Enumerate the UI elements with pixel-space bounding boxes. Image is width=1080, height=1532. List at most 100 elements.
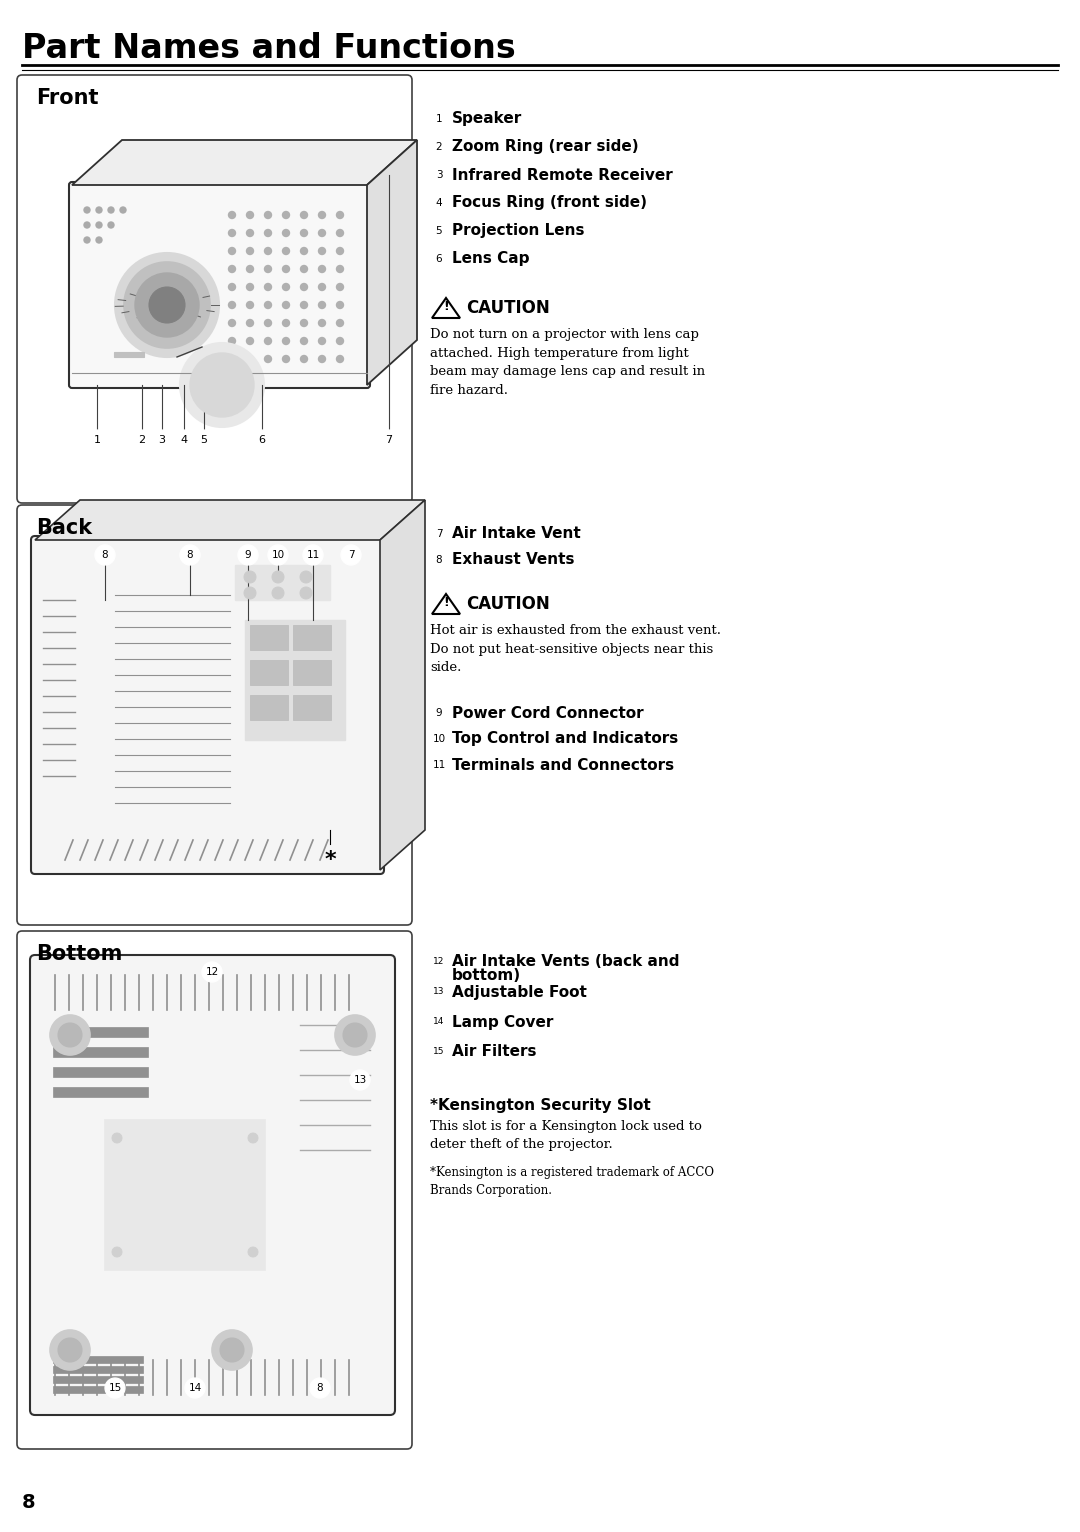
Circle shape: [431, 731, 447, 748]
Text: Back: Back: [36, 518, 92, 538]
Circle shape: [135, 273, 199, 337]
Text: 2: 2: [435, 142, 443, 152]
Bar: [53, 1356, 143, 1363]
Circle shape: [431, 552, 447, 568]
Text: Top Control and Indicators: Top Control and Indicators: [453, 731, 678, 746]
Circle shape: [300, 265, 308, 273]
Text: Power Cord Connector: Power Cord Connector: [453, 706, 644, 720]
Circle shape: [105, 1377, 125, 1399]
Text: 1: 1: [94, 435, 100, 444]
Circle shape: [50, 1330, 90, 1370]
Circle shape: [152, 430, 172, 450]
Bar: [249, 696, 288, 720]
Text: Part Names and Functions: Part Names and Functions: [22, 32, 516, 64]
Circle shape: [431, 138, 447, 156]
Circle shape: [84, 222, 90, 228]
Circle shape: [337, 355, 343, 363]
Text: Adjustable Foot: Adjustable Foot: [453, 985, 586, 999]
Circle shape: [114, 253, 219, 357]
Circle shape: [337, 337, 343, 345]
Text: 7: 7: [435, 529, 443, 539]
Circle shape: [244, 571, 256, 584]
Text: 9: 9: [435, 708, 443, 719]
Circle shape: [84, 237, 90, 244]
Bar: [293, 696, 330, 720]
Circle shape: [319, 230, 325, 236]
Polygon shape: [367, 139, 417, 385]
Circle shape: [96, 207, 102, 213]
Text: 11: 11: [432, 760, 446, 771]
Bar: [114, 352, 144, 357]
Circle shape: [431, 251, 447, 268]
Circle shape: [335, 1016, 375, 1056]
Bar: [53, 1026, 148, 1037]
Bar: [53, 1376, 143, 1383]
Circle shape: [303, 545, 323, 565]
Circle shape: [108, 207, 114, 213]
Circle shape: [96, 222, 102, 228]
Text: 8: 8: [102, 550, 108, 561]
Circle shape: [319, 302, 325, 308]
Bar: [235, 565, 330, 601]
Circle shape: [246, 320, 254, 326]
Circle shape: [246, 302, 254, 308]
Circle shape: [300, 355, 308, 363]
Circle shape: [112, 1134, 122, 1143]
Text: Focus Ring (front side): Focus Ring (front side): [453, 196, 647, 210]
Text: CAUTION: CAUTION: [465, 594, 550, 613]
Text: 10: 10: [271, 550, 284, 561]
Text: *Kensington is a registered trademark of ACCO
Brands Corporation.: *Kensington is a registered trademark of…: [430, 1166, 714, 1196]
FancyBboxPatch shape: [31, 536, 384, 873]
Circle shape: [246, 230, 254, 236]
FancyBboxPatch shape: [17, 931, 411, 1449]
Circle shape: [265, 248, 271, 254]
Circle shape: [229, 265, 235, 273]
Circle shape: [272, 587, 284, 599]
Text: Projection Lens: Projection Lens: [453, 224, 584, 239]
Circle shape: [229, 248, 235, 254]
Circle shape: [283, 211, 289, 219]
Circle shape: [229, 355, 235, 363]
Circle shape: [95, 545, 114, 565]
Circle shape: [319, 265, 325, 273]
Text: Lens Cap: Lens Cap: [453, 251, 529, 267]
Text: 13: 13: [353, 1075, 366, 1085]
Circle shape: [319, 320, 325, 326]
Text: Zoom Ring (rear side): Zoom Ring (rear side): [453, 139, 638, 155]
Circle shape: [84, 207, 90, 213]
Text: 12: 12: [205, 967, 218, 977]
Circle shape: [341, 545, 361, 565]
Circle shape: [431, 110, 447, 127]
Circle shape: [180, 343, 264, 427]
Text: 9: 9: [245, 550, 252, 561]
Circle shape: [300, 302, 308, 308]
Text: 8: 8: [316, 1383, 323, 1393]
Circle shape: [310, 1377, 330, 1399]
Circle shape: [337, 230, 343, 236]
Circle shape: [248, 1134, 258, 1143]
Text: 14: 14: [188, 1383, 202, 1393]
Circle shape: [337, 320, 343, 326]
Circle shape: [50, 1016, 90, 1056]
Circle shape: [229, 230, 235, 236]
Circle shape: [431, 953, 447, 970]
Circle shape: [283, 283, 289, 291]
Text: bottom): bottom): [453, 968, 522, 984]
Circle shape: [248, 1247, 258, 1256]
Circle shape: [319, 355, 325, 363]
Circle shape: [108, 222, 114, 228]
Text: Do not turn on a projector with lens cap
attached. High temperature from light
b: Do not turn on a projector with lens cap…: [430, 328, 705, 397]
Circle shape: [265, 265, 271, 273]
Circle shape: [431, 984, 447, 1000]
Circle shape: [229, 320, 235, 326]
Bar: [53, 1066, 148, 1077]
Circle shape: [265, 230, 271, 236]
Circle shape: [319, 211, 325, 219]
Circle shape: [337, 248, 343, 254]
Circle shape: [238, 545, 258, 565]
Text: Exhaust Vents: Exhaust Vents: [453, 553, 575, 567]
Circle shape: [319, 337, 325, 345]
Circle shape: [58, 1337, 82, 1362]
Text: Air Intake Vents (back and: Air Intake Vents (back and: [453, 954, 679, 970]
Text: 8: 8: [22, 1492, 36, 1512]
